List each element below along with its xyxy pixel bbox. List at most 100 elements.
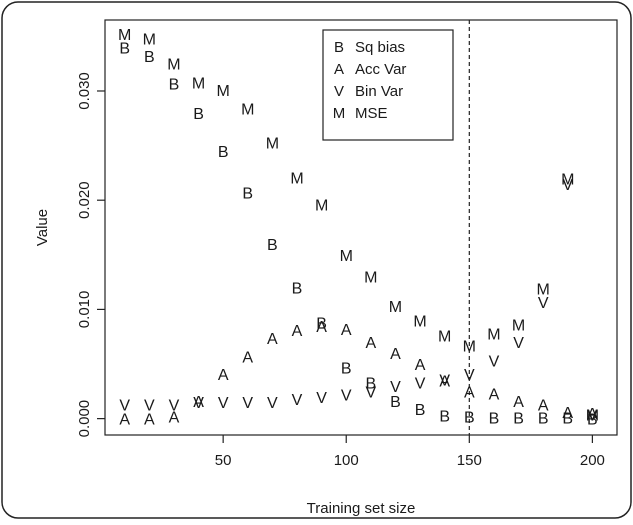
point-b: B	[218, 144, 229, 161]
point-b: B	[144, 49, 155, 66]
legend-box	[322, 29, 454, 141]
point-b: B	[366, 376, 377, 393]
point-a: A	[169, 409, 180, 426]
point-m: M	[413, 313, 426, 330]
point-v: V	[193, 395, 204, 412]
point-a: A	[415, 357, 426, 374]
point-v: V	[390, 379, 401, 396]
legend-label: Sq bias	[355, 39, 405, 56]
point-v: V	[489, 354, 500, 371]
plot-area-box	[104, 19, 618, 436]
point-a: A	[366, 335, 377, 352]
legend-marker: A	[334, 61, 344, 78]
point-b: B	[464, 409, 475, 426]
legend-label: Bin Var	[355, 83, 403, 100]
point-v: V	[341, 388, 352, 405]
point-a: A	[267, 331, 278, 348]
point-b: B	[489, 411, 500, 428]
point-m: M	[241, 101, 254, 118]
point-a: A	[513, 394, 524, 411]
legend-marker: V	[334, 83, 344, 100]
point-v: V	[267, 395, 278, 412]
point-b: B	[242, 186, 253, 203]
point-v: V	[169, 397, 180, 414]
point-m: M	[512, 318, 525, 335]
point-m: M	[192, 75, 205, 92]
x-axis-title: Training set size	[307, 500, 416, 517]
point-v: V	[464, 367, 475, 384]
point-a: A	[341, 322, 352, 339]
point-m: M	[315, 198, 328, 215]
point-b: B	[587, 412, 598, 429]
point-b: B	[538, 411, 549, 428]
point-a: A	[489, 387, 500, 404]
point-a: A	[218, 367, 229, 384]
x-tick-label: 200	[580, 452, 605, 469]
legend-label: MSE	[355, 105, 388, 122]
point-b: B	[390, 394, 401, 411]
point-a: A	[587, 406, 598, 423]
point-m: M	[438, 329, 451, 346]
legend-marker: M	[333, 105, 346, 122]
point-m: M	[167, 57, 180, 74]
point-a: A	[464, 384, 475, 401]
point-v: V	[242, 395, 253, 412]
point-b: B	[439, 408, 450, 425]
point-m: M	[340, 248, 353, 265]
point-v: V	[562, 177, 573, 194]
y-tick-label: 0.010	[76, 291, 93, 329]
point-m: M	[216, 83, 229, 100]
y-tick-label: 0.000	[76, 400, 93, 438]
point-b: B	[341, 360, 352, 377]
point-a: A	[562, 405, 573, 422]
legend: B Sq bias A Acc Var V Bin Var M MSE	[322, 29, 454, 141]
point-m: M	[586, 407, 599, 424]
y-tick-label: 0.020	[76, 181, 93, 219]
point-m: M	[290, 170, 303, 187]
legend-label: Acc Var	[355, 61, 406, 78]
y-tick-label: 0.030	[76, 72, 93, 110]
point-v: V	[415, 376, 426, 393]
point-v: V	[439, 372, 450, 389]
point-m: M	[463, 338, 476, 355]
point-a: A	[119, 412, 130, 429]
point-a: A	[193, 394, 204, 411]
point-v: V	[292, 392, 303, 409]
point-m: M	[266, 135, 279, 152]
point-v: V	[316, 390, 327, 407]
point-v: V	[144, 397, 155, 414]
point-b: B	[267, 237, 278, 254]
point-b: B	[316, 316, 327, 333]
point-a: A	[316, 319, 327, 336]
point-b: B	[119, 40, 130, 57]
point-v: V	[218, 395, 229, 412]
point-m: M	[118, 27, 131, 44]
point-b: B	[169, 76, 180, 93]
point-a: A	[292, 323, 303, 340]
point-v: V	[119, 397, 130, 414]
point-m: M	[143, 32, 156, 49]
point-a: A	[144, 412, 155, 429]
point-v: V	[366, 384, 377, 401]
point-v: V	[538, 295, 549, 312]
x-tick-label: 100	[334, 452, 359, 469]
point-b: B	[292, 281, 303, 298]
point-a: A	[242, 349, 253, 366]
point-a: A	[390, 346, 401, 363]
point-b: B	[415, 402, 426, 419]
point-m: M	[389, 299, 402, 316]
point-b: B	[513, 411, 524, 428]
point-m: M	[364, 270, 377, 287]
point-b: B	[562, 411, 573, 428]
x-tick-label: 150	[457, 452, 482, 469]
x-tick-label: 50	[215, 452, 232, 469]
point-m: M	[561, 171, 574, 188]
point-m: M	[487, 326, 500, 343]
legend-marker: B	[334, 39, 344, 56]
point-a: A	[439, 373, 450, 390]
point-b: B	[193, 106, 204, 123]
point-m: M	[536, 282, 549, 299]
